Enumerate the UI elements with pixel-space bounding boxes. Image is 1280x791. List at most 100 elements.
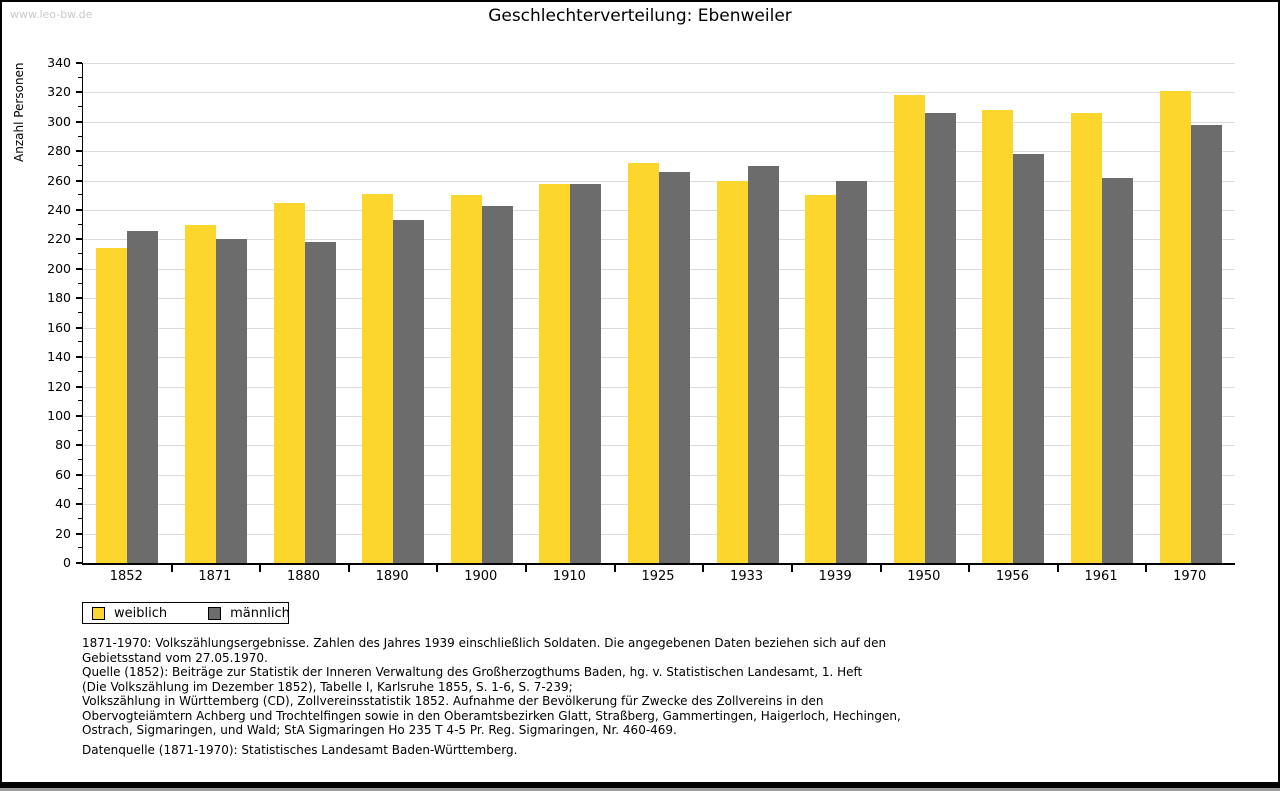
x-boundary-tick (436, 565, 439, 572)
chart-title: Geschlechterverteilung: Ebenweiler (488, 6, 792, 26)
y-major-tick (76, 267, 82, 270)
y-minor-tick (78, 400, 82, 402)
legend: weiblich männlich (82, 602, 290, 624)
bar-männlich-1852 (127, 230, 159, 563)
gridline (83, 63, 1235, 64)
y-minor-tick (78, 164, 82, 166)
x-tick-label: 1950 (907, 569, 941, 584)
bar-männlich-1880 (304, 242, 336, 563)
y-tick-label: 120 (47, 378, 71, 394)
bar-männlich-1970 (1190, 124, 1222, 563)
bar-weiblich-1950 (893, 95, 925, 563)
plot-area (82, 63, 1235, 572)
y-major-tick (76, 473, 82, 476)
y-tick-label: 160 (47, 319, 71, 335)
y-tick-label: 100 (47, 407, 71, 423)
x-tick-label: 1852 (109, 569, 143, 584)
gridline (83, 92, 1235, 94)
x-axis-labels: 1852 1871 1880 1890 1900 1910 1925 1933 1939 1950… (82, 569, 1234, 589)
y-major-tick (76, 414, 82, 417)
bar-weiblich-1852 (96, 248, 128, 563)
x-tick-label: 1970 (1173, 569, 1207, 584)
bar-männlich-1925 (659, 171, 690, 563)
y-minor-tick (78, 135, 82, 137)
bar-männlich-1933 (747, 165, 779, 563)
bar-männlich-1871 (215, 239, 247, 563)
bar-männlich-1900 (481, 205, 513, 563)
x-boundary-tick (790, 565, 793, 572)
y-tick-label: 220 (47, 231, 71, 247)
y-major-tick (76, 326, 82, 329)
bar-weiblich-1939 (805, 195, 837, 563)
footnote-line: Ostrach, Sigmaringen, und Wald; StA Sigm… (82, 723, 677, 737)
y-tick-label: 200 (47, 260, 71, 276)
bar-weiblich-1970 (1159, 90, 1191, 563)
bar-weiblich-1880 (273, 202, 305, 563)
bottom-edge (0, 788, 1280, 791)
y-tick-label: 40 (55, 496, 71, 512)
gridline (83, 151, 1235, 153)
y-minor-tick (78, 253, 82, 255)
x-boundary-tick (879, 565, 882, 572)
footnote-line: 1871-1970: Volkszählungsergebnisse. Zahl… (82, 636, 887, 650)
x-boundary-tick (1145, 565, 1148, 572)
x-boundary-tick (968, 565, 971, 572)
x-tick-label: 1956 (995, 569, 1029, 584)
y-major-tick (76, 62, 82, 64)
y-minor-tick (78, 429, 82, 431)
y-tick-label: 260 (47, 172, 71, 188)
y-major-tick (76, 120, 82, 123)
bar-weiblich-1925 (628, 163, 659, 563)
x-boundary-tick (347, 565, 350, 572)
y-major-tick (76, 91, 82, 94)
bar-männlich-1939 (836, 180, 868, 563)
watermark: www.leo-bw.de (10, 8, 93, 21)
legend-item-maennlich: männlich (208, 606, 290, 621)
x-boundary-tick (1056, 565, 1059, 572)
legend-label-weiblich: weiblich (114, 605, 168, 621)
y-tick-label: 340 (47, 55, 71, 70)
y-tick-label: 300 (47, 113, 71, 129)
y-minor-tick (78, 341, 82, 343)
x-tick-label: 1900 (464, 569, 498, 584)
y-minor-tick (78, 76, 82, 78)
y-minor-tick (78, 312, 82, 313)
legend-label-maennlich: männlich (230, 605, 290, 621)
y-major-tick (76, 562, 82, 564)
y-axis: 0 20 40 60 80 100 120 140 160 180 200 220 240 260 280 3… (2, 55, 82, 570)
y-minor-tick (78, 194, 82, 196)
bar-männlich-1910 (570, 183, 602, 563)
bar-männlich-1956 (1013, 154, 1045, 563)
y-minor-tick (78, 106, 82, 108)
y-major-tick (76, 209, 82, 212)
y-tick-label: 20 (55, 525, 71, 541)
y-tick-label: 280 (47, 143, 71, 159)
bar-weiblich-1900 (450, 195, 482, 563)
y-major-tick (76, 297, 82, 300)
y-tick-label: 320 (47, 84, 71, 100)
y-major-tick (76, 532, 82, 535)
y-major-tick (76, 179, 82, 182)
y-minor-tick (78, 282, 82, 284)
y-major-tick (76, 444, 82, 447)
y-minor-tick (78, 223, 82, 225)
y-major-tick (76, 150, 82, 153)
y-tick-label: 140 (47, 349, 71, 365)
x-boundary-tick (613, 565, 616, 572)
y-major-tick (76, 503, 82, 506)
legend-swatch-maennlich (208, 606, 222, 620)
y-minor-tick (78, 459, 82, 461)
x-tick-label: 1933 (730, 569, 764, 584)
x-boundary-tick (525, 565, 528, 572)
footnote-line: Obervogteiämtern Achberg und Trochtelfin… (82, 708, 901, 723)
datasource-line: Datenquelle (1871-1970): Statistisches L… (82, 743, 518, 757)
footnotes: 1871-1970: Volkszählungsergebnisse. Zahl… (82, 636, 1212, 738)
bar-weiblich-1890 (362, 193, 394, 563)
x-tick-label: 1961 (1084, 569, 1118, 584)
y-major-tick (76, 238, 82, 241)
footnote-line: (Die Volkszählung im Dezember 1852), Tab… (82, 679, 573, 694)
x-tick-label: 1925 (641, 569, 675, 584)
y-minor-tick (78, 370, 82, 372)
y-tick-label: 80 (55, 437, 71, 453)
